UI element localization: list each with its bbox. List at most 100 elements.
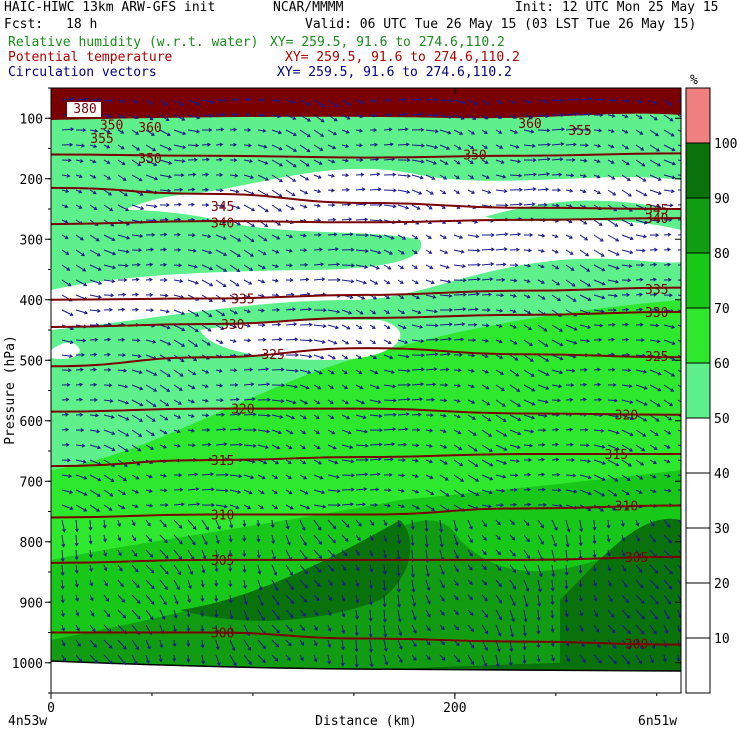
vector-head — [163, 601, 167, 606]
vector-head — [280, 367, 285, 372]
wind-vector — [607, 564, 612, 572]
vector-head — [336, 309, 341, 314]
vector-head — [150, 132, 155, 136]
vector-head — [565, 543, 570, 548]
vector-head — [304, 262, 309, 267]
wind-vector — [187, 143, 200, 148]
vector-shaft — [229, 519, 233, 528]
wind-vector — [369, 399, 382, 404]
vector-head — [582, 174, 587, 178]
vector-shaft — [271, 264, 279, 268]
vector-head — [387, 488, 392, 493]
wind-vector — [355, 457, 369, 462]
vector-head — [469, 581, 473, 586]
vector-shaft — [453, 338, 464, 341]
vector-shaft — [313, 354, 324, 359]
vector-shaft — [425, 624, 431, 631]
vector-head — [418, 191, 423, 195]
wind-vector — [229, 639, 236, 652]
wind-vector — [89, 382, 98, 387]
wind-vector — [551, 654, 555, 662]
wind-vector — [481, 323, 490, 328]
vector-head — [149, 277, 153, 282]
vector-shaft — [243, 174, 254, 179]
vector-head — [289, 263, 294, 268]
vector-shaft — [607, 174, 615, 180]
vector-head — [587, 507, 592, 512]
vector-shaft — [565, 428, 573, 431]
vector-head — [200, 583, 205, 588]
vector-shaft — [579, 234, 588, 241]
vector-head — [638, 99, 643, 104]
terrain-line — [51, 660, 681, 672]
vector-head — [345, 144, 350, 148]
vector-shaft — [635, 399, 648, 406]
vector-head — [67, 158, 72, 163]
vector-shaft — [495, 144, 503, 149]
vector-head — [112, 265, 117, 270]
vector-head — [512, 309, 517, 314]
wind-vector — [467, 534, 473, 544]
wind-vector — [103, 279, 116, 284]
vector-head — [514, 130, 519, 134]
vector-head — [499, 355, 504, 359]
vector-head — [126, 235, 131, 240]
wind-vector — [341, 114, 351, 120]
wind-vector — [257, 367, 270, 372]
wind-vector — [621, 189, 632, 197]
wind-vector — [61, 354, 73, 359]
vector-shaft — [229, 504, 239, 509]
vector-shaft — [271, 519, 274, 528]
wind-vector — [355, 309, 364, 315]
vector-head — [501, 387, 505, 391]
vector-head — [107, 114, 112, 119]
vector-head — [513, 340, 518, 345]
vector-shaft — [523, 203, 535, 206]
vector-shaft — [299, 369, 311, 374]
wind-vector — [172, 654, 177, 662]
vector-head — [425, 573, 430, 578]
wind-vector — [145, 99, 153, 105]
vector-shaft — [187, 429, 195, 432]
wind-vector — [508, 654, 513, 667]
vector-shaft — [61, 519, 65, 532]
vector-shaft — [61, 128, 74, 131]
vector-head — [300, 657, 304, 662]
wind-vector — [439, 174, 448, 180]
vector-head — [107, 337, 112, 342]
vector-head — [460, 249, 465, 254]
vector-shaft — [481, 99, 489, 105]
wind-vector — [593, 594, 598, 602]
vector-shaft — [495, 324, 502, 328]
wind-vector — [187, 309, 200, 317]
vector-head — [460, 478, 465, 482]
vector-head — [472, 416, 476, 420]
wind-vector — [313, 129, 325, 137]
wind-vector — [481, 189, 492, 194]
vector-shaft — [425, 459, 433, 463]
wind-vector — [145, 654, 150, 664]
vector-head — [89, 582, 94, 587]
wind-vector — [397, 458, 407, 463]
vector-shaft — [327, 489, 340, 492]
vector-shaft — [495, 579, 502, 587]
vector-shaft — [565, 654, 570, 662]
wind-vector — [523, 279, 531, 283]
wind-vector — [173, 384, 183, 391]
vector-head — [65, 412, 69, 417]
wind-vector — [453, 114, 465, 120]
vector-head — [341, 629, 346, 634]
vector-shaft — [439, 459, 448, 465]
vector-head — [371, 325, 376, 329]
wind-vector — [593, 323, 604, 328]
vector-head — [242, 538, 247, 542]
wind-vector — [103, 352, 111, 357]
vector-shaft — [593, 459, 606, 465]
wind-vector — [382, 594, 387, 608]
vector-head — [378, 234, 383, 239]
vector-shaft — [425, 234, 432, 239]
vector-head — [405, 142, 410, 147]
vector-shaft — [313, 369, 323, 375]
vector-shaft — [187, 144, 199, 147]
vector-shaft — [257, 489, 264, 494]
